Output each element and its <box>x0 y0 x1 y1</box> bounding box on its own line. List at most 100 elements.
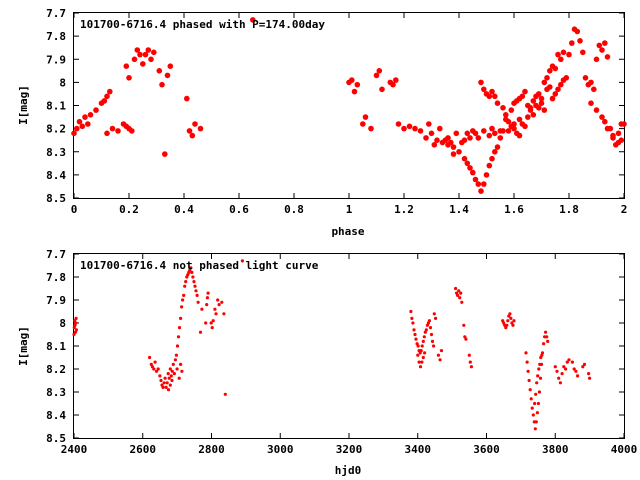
y-tick-label: 8.3 <box>46 386 66 399</box>
data-point <box>506 319 510 323</box>
data-point <box>152 367 156 371</box>
data-point <box>429 332 434 337</box>
data-point <box>434 137 440 143</box>
data-point <box>72 332 76 337</box>
x-tick-label: 2 <box>621 203 628 216</box>
data-point <box>582 362 587 366</box>
data-point <box>214 312 218 316</box>
data-point <box>126 75 132 81</box>
data-point <box>511 323 515 327</box>
x-tick-label: 1.4 <box>449 203 469 216</box>
data-point <box>414 337 418 341</box>
data-point <box>486 132 493 139</box>
data-point <box>416 344 420 348</box>
data-point <box>145 47 152 53</box>
data-point <box>101 98 108 104</box>
axis-ticks: 0 0.2 0.4 0.6 0.8 1 1.2 1.4 1.6 1.8 2 7.7 7.8 7.9 8 8.1… <box>46 7 627 216</box>
data-point <box>461 155 468 162</box>
data-point <box>409 309 413 314</box>
data-point <box>458 296 462 300</box>
x-tick-label: 1 <box>346 203 353 216</box>
data-point <box>156 367 160 371</box>
data-point <box>599 114 605 120</box>
data-point <box>180 369 184 373</box>
data-point <box>168 367 172 371</box>
data-point <box>76 118 83 125</box>
data-point <box>427 319 431 323</box>
data-point <box>533 401 537 406</box>
data-point <box>421 339 425 343</box>
x-axis-label: hjd0 <box>335 464 362 477</box>
data-point <box>468 360 472 364</box>
data-point <box>87 112 94 118</box>
data-point <box>478 188 484 194</box>
data-point <box>174 353 178 357</box>
data-point <box>544 330 548 334</box>
data-point <box>191 275 195 279</box>
data-point <box>610 132 616 139</box>
data-point <box>503 116 509 123</box>
data-point <box>588 376 592 380</box>
x-tick-label: 3400 <box>405 443 432 456</box>
data-point <box>450 144 457 150</box>
data-point <box>574 28 581 35</box>
data-point <box>621 121 627 127</box>
data-point <box>567 358 571 362</box>
data-point <box>557 376 561 380</box>
data-point <box>483 172 490 178</box>
data-point <box>142 51 149 58</box>
data-point <box>194 289 198 293</box>
data-point <box>422 335 426 339</box>
data-point <box>426 121 432 127</box>
data-point <box>85 121 91 127</box>
data-point <box>439 349 444 353</box>
data-point <box>576 374 580 378</box>
x-tick-label: 4000 <box>611 443 638 456</box>
data-point <box>552 91 559 97</box>
data-point <box>602 118 608 125</box>
data-point <box>588 100 594 106</box>
x-tick-label: 0.4 <box>174 203 194 216</box>
data-point <box>460 300 464 304</box>
data-point <box>572 367 576 371</box>
y-tick-label: 8.1 <box>46 100 66 113</box>
data-point <box>541 79 548 86</box>
data-point <box>522 123 528 130</box>
data-point <box>175 344 180 348</box>
y-axis-label: I[mag] <box>17 85 30 125</box>
data-point <box>481 128 487 134</box>
data-point <box>205 303 209 307</box>
data-point <box>566 51 572 58</box>
data-point <box>115 128 121 134</box>
data-point <box>562 365 566 369</box>
data-point <box>148 355 152 360</box>
data-points <box>71 17 627 194</box>
data-point <box>542 342 546 346</box>
data-point <box>574 369 578 373</box>
x-tick-label: 1.2 <box>394 203 414 216</box>
data-point <box>211 319 215 323</box>
data-point <box>580 49 586 56</box>
data-point <box>82 114 88 120</box>
x-tick-label: 1.6 <box>504 203 524 216</box>
y-tick-label: 7.7 <box>46 248 66 261</box>
data-point <box>508 107 515 113</box>
data-point <box>393 77 399 83</box>
data-point <box>545 335 549 339</box>
x-axis-label: phase <box>331 225 364 238</box>
data-point <box>469 365 473 369</box>
data-point <box>431 142 438 148</box>
data-point <box>475 181 482 187</box>
x-tick-label: 1.8 <box>559 203 579 216</box>
data-point <box>204 321 208 325</box>
data-point <box>508 312 512 316</box>
data-point <box>558 81 564 88</box>
data-point <box>176 335 181 339</box>
data-point <box>481 86 487 93</box>
data-point <box>494 100 501 106</box>
data-point <box>182 293 186 297</box>
data-point <box>538 100 545 106</box>
data-point <box>177 326 182 330</box>
data-point <box>533 427 537 431</box>
plot-frame <box>73 12 625 199</box>
